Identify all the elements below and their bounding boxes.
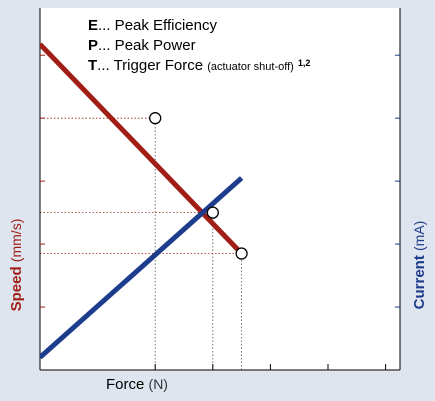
plot-area [40, 8, 400, 370]
x-axis-title: Force (N) [106, 376, 168, 393]
legend-entry-t: T... Trigger Force (actuator shut-off) 1,… [88, 57, 310, 74]
legend-key-e: E [88, 17, 98, 34]
marker-t [235, 247, 248, 260]
legend-footnote-t: 1,2 [298, 58, 311, 68]
left-axis-title: Speed (mm/s) [8, 219, 25, 312]
speed-series-line [40, 42, 244, 256]
legend-note-t: (actuator shut-off) [207, 61, 294, 73]
legend-text-t: ... Trigger Force [97, 57, 207, 74]
legend-entry-e: E... Peak Efficiency [88, 17, 217, 34]
right-axis-title: Current (mA) [411, 221, 428, 310]
x-axis-title-main: Force [106, 376, 149, 393]
current-series-line [40, 176, 244, 360]
x-axis-title-unit: (N) [149, 376, 168, 392]
right-axis-title-unit: (mA) [411, 221, 427, 251]
left-axis-title-unit: (mm/s) [8, 219, 24, 263]
marker-p [206, 206, 219, 219]
legend-text-p: ... Peak Power [98, 37, 196, 54]
legend-key-t: T [88, 57, 97, 74]
left-axis-title-main: Speed [8, 262, 25, 311]
right-axis-title-main: Current [411, 251, 428, 309]
marker-e [149, 112, 162, 125]
legend-entry-p: P... Peak Power [88, 37, 196, 54]
legend-key-p: P [88, 37, 98, 54]
legend-text-e: ... Peak Efficiency [98, 17, 217, 34]
